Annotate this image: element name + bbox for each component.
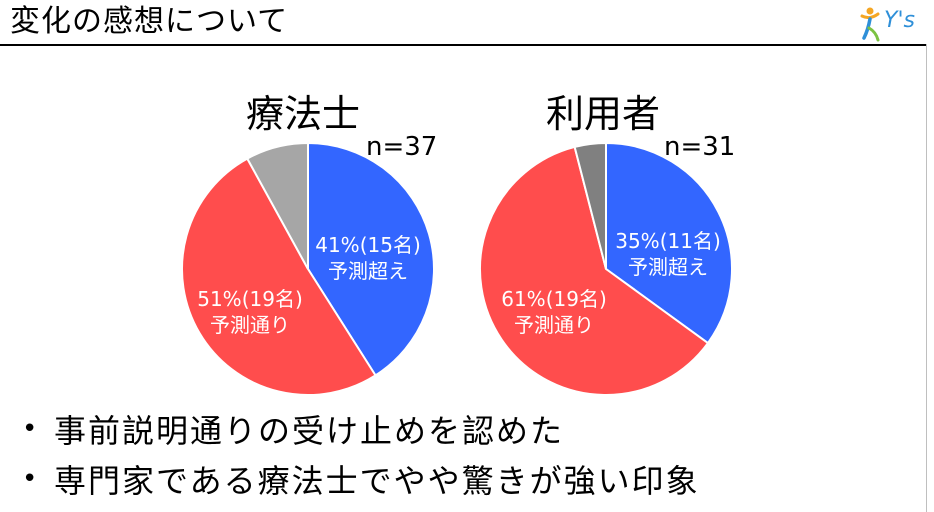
slice-label-value: 61%(19名) xyxy=(501,287,607,311)
pie-chart-therapist xyxy=(181,141,435,396)
bullet-item: • 専門家である療法士でやや驚きが強い印象 xyxy=(22,454,700,504)
bullet-dot-icon: • xyxy=(22,414,40,444)
title-underline xyxy=(0,44,926,46)
pie-slice-therapist-2 xyxy=(245,141,309,270)
chart-title-therapist: 療法士 xyxy=(246,92,361,136)
bullet-text: 事前説明通りの受け止めを認めた xyxy=(54,412,565,450)
slice-label-therapist-exceeded: 41%(15名) 予測超え xyxy=(308,232,428,284)
page-title: 変化の感想について xyxy=(10,4,289,39)
slice-label-therapist-expected: 51%(19名) 予測通り xyxy=(190,286,310,338)
n-label-user: n=31 xyxy=(664,132,736,162)
logo-figure-icon xyxy=(860,7,880,42)
slice-label-value: 35%(11名) xyxy=(615,229,721,253)
pie-slice-therapist-1 xyxy=(181,157,377,396)
slice-label-value: 41%(15名) xyxy=(315,233,421,257)
summary-bullets: • 事前説明通りの受け止めを認めた • 専門家である療法士でやや驚きが強い印象 xyxy=(22,404,700,504)
slice-label-user-exceeded: 35%(11名) 予測超え xyxy=(608,228,728,280)
slice-label-category: 予測通り xyxy=(210,313,290,337)
logo-text: Y's xyxy=(884,8,915,33)
n-label-therapist: n=37 xyxy=(366,132,438,162)
bullet-text: 専門家である療法士でやや驚きが強い印象 xyxy=(54,462,700,500)
pie-slice-user-0 xyxy=(605,141,733,345)
pie-chart-user xyxy=(479,141,733,396)
bullet-dot-icon: • xyxy=(22,464,40,494)
slice-label-user-expected: 61%(19名) 予測通り xyxy=(494,286,614,338)
slice-label-value: 51%(19名) xyxy=(197,287,303,311)
bullet-item: • 事前説明通りの受け止めを認めた xyxy=(22,404,700,454)
slice-label-category: 予測超え xyxy=(328,259,408,283)
slice-label-category: 予測通り xyxy=(514,313,594,337)
pie-slice-user-1 xyxy=(479,145,710,396)
slide-right-edge xyxy=(926,44,927,512)
chart-title-user: 利用者 xyxy=(546,92,661,136)
slice-label-category: 予測超え xyxy=(628,255,708,279)
pie-slice-user-2 xyxy=(573,141,607,270)
